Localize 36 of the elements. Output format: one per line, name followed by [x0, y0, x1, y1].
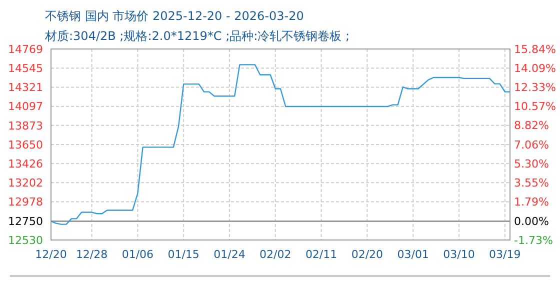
x-tick-label: 03/19	[489, 248, 521, 261]
y-tick-label: 14545	[8, 62, 43, 75]
x-tick-label: 01/06	[122, 248, 154, 261]
y2-tick-label: 10.57%	[514, 100, 556, 114]
chart-title: 不锈钢 国内 市场价 2025-12-20 - 2026-03-20	[45, 9, 304, 23]
y2-tick-label: 8.82%	[514, 119, 549, 132]
y2-tick-label: 5.30%	[514, 157, 549, 170]
y-tick-label: 12978	[8, 196, 43, 209]
y-tick-label: 12750	[8, 215, 43, 228]
y2-tick-label: 3.55%	[514, 176, 549, 190]
x-tick-label: 02/11	[305, 248, 338, 261]
chart-subtitle: 材质:304/2B ;规格:2.0*1219*C ;品种:冷轧不锈钢卷板 ;	[44, 29, 350, 43]
y2-tick-label: 7.06%	[514, 138, 549, 152]
y2-tick-label: 14.09%	[514, 62, 556, 75]
x-tick-label: 03/10	[443, 248, 475, 261]
y-tick-label: 14321	[8, 81, 43, 94]
y-tick-label: 14097	[8, 100, 43, 114]
x-tick-label: 12/28	[76, 248, 108, 261]
y-tick-label: 13202	[8, 176, 43, 190]
y-tick-label: 12530	[8, 234, 43, 247]
x-tick-label: 01/24	[214, 248, 246, 261]
x-tick-label: 02/02	[260, 248, 292, 261]
line-series	[50, 64, 511, 225]
y-tick-label: 13873	[8, 119, 43, 132]
x-tick-label: 03/01	[397, 248, 429, 261]
y-tick-label: 13426	[8, 157, 43, 170]
y2-tick-label: 15.84%	[514, 42, 556, 56]
x-tick-label: 01/15	[168, 248, 200, 261]
y2-tick-label: 0.00%	[514, 215, 549, 228]
x-tick-label: 02/20	[351, 248, 384, 261]
y2-tick-label: -1.73%	[514, 234, 553, 247]
y-tick-label: 14769	[8, 42, 43, 56]
y2-tick-label: 12.33%	[514, 81, 556, 94]
y-tick-label: 13650	[8, 138, 43, 152]
y2-tick-label: 1.79%	[514, 196, 549, 209]
x-tick-label: 12/20	[35, 248, 67, 261]
